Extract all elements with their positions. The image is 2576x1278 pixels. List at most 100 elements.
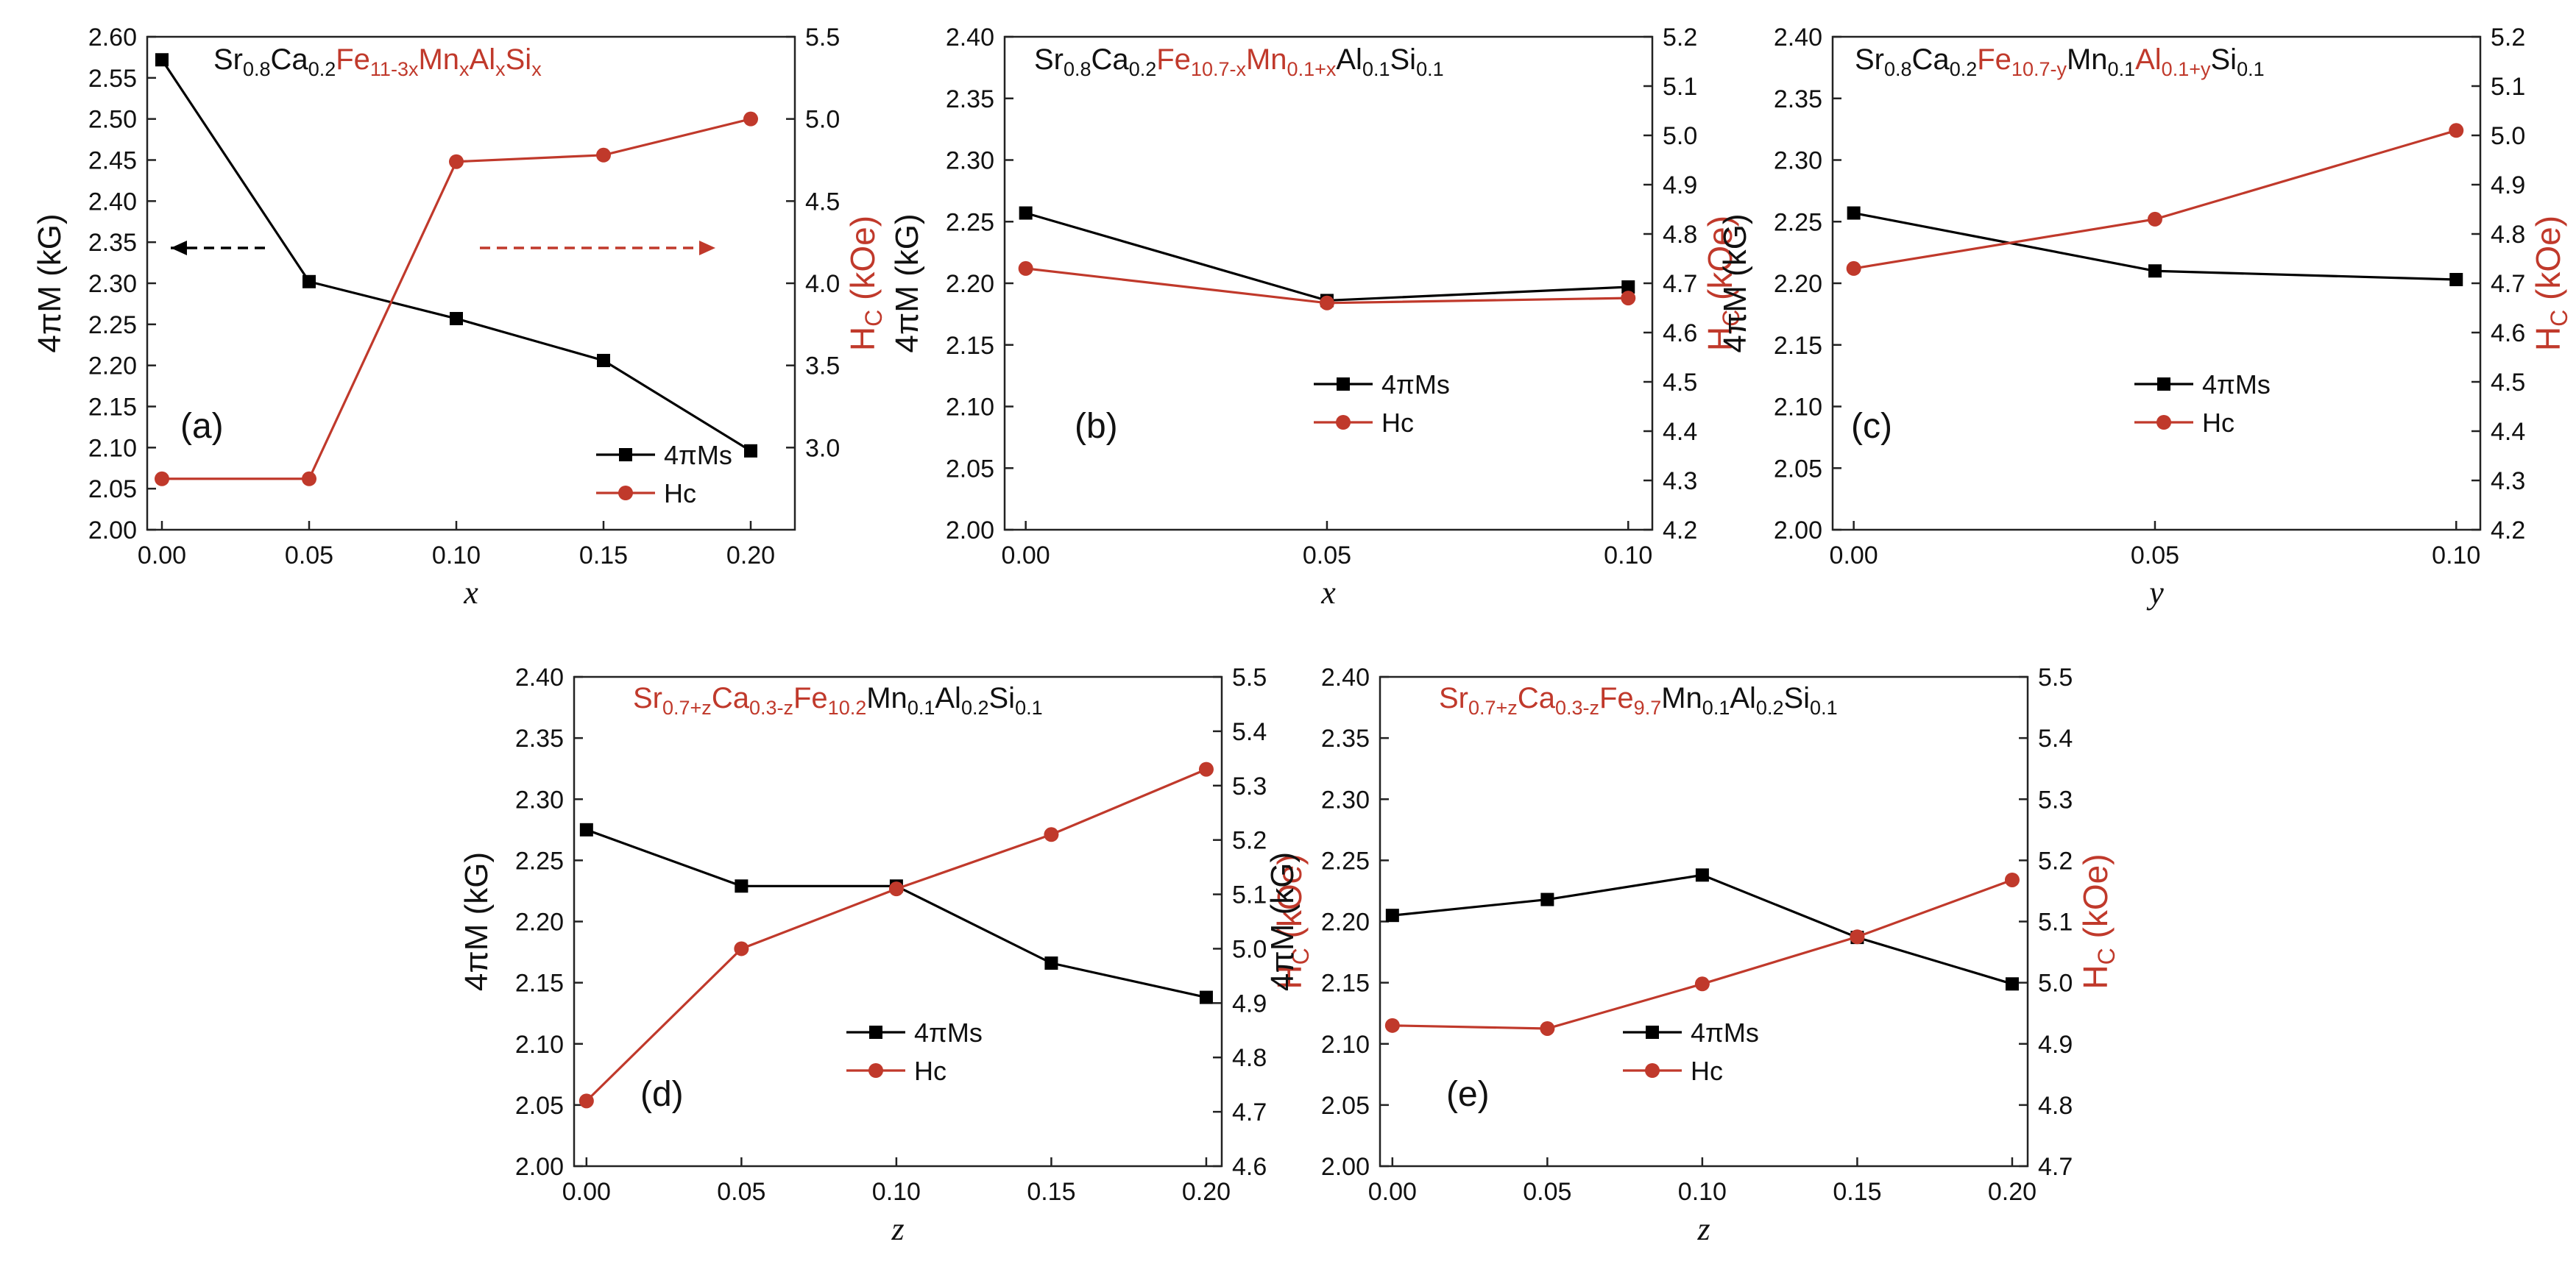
x-tick-label: 0.10 bbox=[872, 1178, 921, 1206]
x-tick-label: 0.05 bbox=[1303, 542, 1351, 569]
y-left-tick-label: 2.10 bbox=[1774, 394, 1822, 422]
y-left-tick-label: 2.35 bbox=[946, 85, 994, 113]
y-left-tick-label: 2.25 bbox=[515, 847, 564, 875]
x-tick-label: 0.10 bbox=[2432, 542, 2480, 569]
formula-segment: 0.8 bbox=[1064, 58, 1091, 80]
legend-marker bbox=[869, 1026, 882, 1039]
y-right-axis-label: HC (kOe) bbox=[1270, 853, 1314, 989]
y-right-label-main: H bbox=[1270, 965, 1309, 989]
x-axis-label: z bbox=[1696, 1211, 1710, 1247]
axis-arrow-head bbox=[171, 240, 187, 255]
y-left-tick-label: 2.15 bbox=[1774, 332, 1822, 360]
data-point-hc bbox=[1384, 1018, 1400, 1033]
y-left-axis-label: 4πM (kG) bbox=[889, 213, 925, 352]
y-right-label-main: H bbox=[843, 327, 882, 351]
x-tick-label: 0.00 bbox=[1002, 542, 1050, 569]
y-right-tick-label: 4.8 bbox=[2491, 221, 2525, 249]
legend-label: Hc bbox=[664, 478, 696, 508]
y-right-tick-label: 5.4 bbox=[1232, 718, 1267, 746]
y-left-tick-label: 2.05 bbox=[88, 475, 137, 503]
y-right-axis-label: HC (kOe) bbox=[2076, 853, 2120, 989]
formula-segment: 0.8 bbox=[1884, 58, 1912, 80]
y-right-tick-label: 4.5 bbox=[2491, 369, 2525, 397]
x-axis-label: x bbox=[1320, 575, 1336, 611]
formula-segment: 0.2 bbox=[1129, 58, 1157, 80]
y-left-tick-label: 2.35 bbox=[88, 229, 137, 257]
chart-formula: Sr0.8Ca0.2Fe10.7-yMn0.1Al0.1+ySi0.1 bbox=[1855, 43, 2265, 80]
y-right-tick-label: 5.2 bbox=[1232, 827, 1267, 855]
y-right-tick-label: 4.3 bbox=[1663, 467, 1697, 495]
legend-label: 4πMs bbox=[1691, 1018, 1759, 1048]
formula-segment: 10.7-y bbox=[2011, 58, 2067, 80]
y-left-tick-label: 2.60 bbox=[88, 24, 137, 52]
y-left-axis-label: 4πM (kG) bbox=[1264, 852, 1301, 991]
formula-segment: Ca bbox=[1518, 682, 1556, 714]
formula-segment: Al bbox=[1336, 43, 1362, 76]
y-right-tick-label: 5.2 bbox=[1663, 24, 1697, 52]
y-right-tick-label: 5.2 bbox=[2038, 847, 2073, 875]
y-right-label-sub: C bbox=[2546, 310, 2572, 327]
formula-segment: 0.7+z bbox=[1468, 697, 1518, 719]
y-left-tick-label: 2.35 bbox=[515, 725, 564, 753]
formula-segment: 0.2 bbox=[1756, 697, 1784, 719]
formula-segment: 0.1 bbox=[1362, 58, 1390, 80]
y-left-tick-label: 2.35 bbox=[1321, 725, 1370, 753]
y-left-tick-label: 2.10 bbox=[515, 1031, 564, 1059]
formula-segment: 0.3-z bbox=[1555, 697, 1599, 719]
y-right-label-main: H bbox=[1701, 327, 1739, 351]
legend-marker bbox=[1646, 1026, 1659, 1039]
y-right-tick-label: 3.0 bbox=[805, 434, 840, 462]
data-point-ms bbox=[597, 353, 610, 367]
y-right-tick-label: 4.5 bbox=[805, 188, 840, 216]
data-point-hc bbox=[2147, 211, 2162, 227]
formula-segment: 0.1 bbox=[907, 697, 935, 719]
y-right-tick-label: 4.2 bbox=[1663, 516, 1697, 544]
y-right-tick-label: 5.1 bbox=[2491, 73, 2525, 101]
formula-segment: x bbox=[495, 58, 506, 80]
formula-segment: 0.1 bbox=[1810, 697, 1838, 719]
data-point-hc bbox=[596, 147, 611, 163]
chart-panel-a: 2.00 2.05 2.10 2.15 2.20 2.25 2.30 2.35 2.40 2.45… bbox=[32, 24, 887, 611]
y-left-tick-label: 2.15 bbox=[515, 970, 564, 998]
series-line-hc bbox=[162, 118, 751, 480]
chart-panel-b: 2.00 2.05 2.10 2.15 2.20 2.25 2.30 2.35 2.40 4.2 4… bbox=[889, 24, 1744, 611]
formula-segment: Ca bbox=[712, 682, 750, 714]
y-left-tick-label: 2.00 bbox=[515, 1153, 564, 1181]
formula-segment: Mn bbox=[2067, 43, 2108, 76]
formula-segment: 0.1+y bbox=[2162, 58, 2211, 80]
x-tick-label: 0.00 bbox=[138, 542, 186, 569]
legend-label: 4πMs bbox=[2202, 369, 2271, 400]
plot-frame bbox=[1003, 35, 1654, 531]
series-line-ms bbox=[1392, 873, 2013, 985]
y-right-tick-label: 4.6 bbox=[1232, 1153, 1267, 1181]
formula-segment: Mn bbox=[866, 682, 907, 714]
y-left-tick-label: 2.15 bbox=[1321, 970, 1370, 998]
y-left-tick-label: 2.30 bbox=[88, 270, 137, 298]
data-point-hc bbox=[1846, 260, 1861, 276]
formula-segment: Fe bbox=[1599, 682, 1634, 714]
y-right-label-sub: C bbox=[860, 310, 887, 327]
y-right-tick-label: 4.5 bbox=[1663, 369, 1697, 397]
y-right-axis-label: HC (kOe) bbox=[2529, 216, 2572, 351]
y-right-tick-label: 5.1 bbox=[2038, 909, 2073, 937]
y-right-label-main: H bbox=[2076, 965, 2115, 989]
y-left-tick-label: 2.50 bbox=[88, 106, 137, 134]
y-left-tick-label: 2.15 bbox=[88, 394, 137, 422]
formula-segment: Mn bbox=[418, 43, 459, 76]
series-line-ms bbox=[586, 828, 1207, 999]
formula-segment: 10.7-x bbox=[1191, 58, 1247, 80]
y-right-label-tail: (kOe) bbox=[843, 216, 882, 310]
y-right-axis-label: HC (kOe) bbox=[843, 216, 887, 351]
formula-segment: Ca bbox=[1091, 43, 1130, 76]
y-right-tick-label: 4.8 bbox=[1663, 221, 1697, 249]
y-left-tick-label: 2.20 bbox=[515, 909, 564, 937]
formula-segment: 0.1 bbox=[2108, 58, 2136, 80]
x-axis-label: x bbox=[463, 575, 478, 611]
data-point-hc bbox=[888, 881, 904, 897]
y-right-tick-label: 4.9 bbox=[2038, 1031, 2073, 1059]
y-left-tick-label: 2.00 bbox=[1774, 516, 1822, 544]
y-right-tick-label: 5.5 bbox=[1232, 664, 1267, 692]
formula-segment: 0.3-z bbox=[749, 697, 793, 719]
y-right-tick-label: 4.2 bbox=[2491, 516, 2525, 544]
y-right-axis-label: HC (kOe) bbox=[1701, 216, 1744, 351]
